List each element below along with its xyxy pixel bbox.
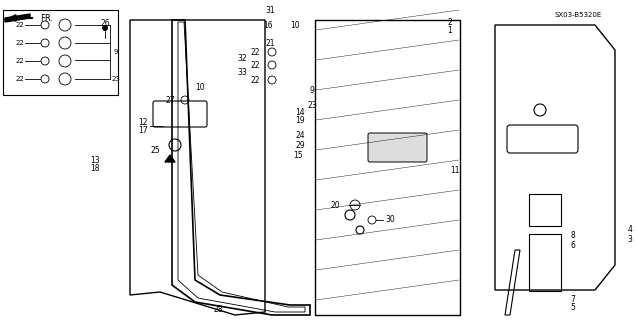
Text: 13: 13 bbox=[90, 156, 100, 164]
Text: SX03-B5320E: SX03-B5320E bbox=[555, 12, 602, 18]
Text: 24: 24 bbox=[295, 131, 305, 140]
Text: 26: 26 bbox=[100, 19, 110, 28]
Text: 5: 5 bbox=[571, 303, 575, 313]
Polygon shape bbox=[5, 14, 30, 22]
Text: 22: 22 bbox=[250, 60, 260, 69]
Text: 32: 32 bbox=[237, 53, 247, 62]
Text: 16: 16 bbox=[263, 20, 273, 29]
Text: 11: 11 bbox=[450, 165, 460, 174]
Text: 1: 1 bbox=[448, 26, 452, 35]
Bar bbox=[3, 10, 118, 95]
Text: 22: 22 bbox=[16, 58, 24, 64]
Text: 22: 22 bbox=[16, 76, 24, 82]
Text: 27: 27 bbox=[166, 95, 175, 105]
Text: 6: 6 bbox=[571, 241, 575, 250]
Text: 10: 10 bbox=[195, 83, 205, 92]
Text: 29: 29 bbox=[295, 140, 305, 149]
Text: 17: 17 bbox=[138, 125, 148, 134]
Text: 21: 21 bbox=[265, 38, 275, 47]
Text: 9: 9 bbox=[114, 49, 118, 55]
Text: 28: 28 bbox=[213, 306, 223, 315]
Text: 14: 14 bbox=[295, 108, 305, 116]
Text: 33: 33 bbox=[237, 68, 247, 76]
Circle shape bbox=[102, 25, 108, 31]
Text: 8: 8 bbox=[571, 230, 575, 239]
Text: 4: 4 bbox=[627, 226, 633, 235]
Text: 25: 25 bbox=[150, 146, 160, 155]
Text: 2: 2 bbox=[448, 18, 452, 27]
Text: 22: 22 bbox=[250, 76, 260, 84]
Text: 30: 30 bbox=[385, 215, 395, 225]
Text: 23: 23 bbox=[111, 76, 120, 82]
FancyBboxPatch shape bbox=[368, 133, 427, 162]
Text: 19: 19 bbox=[295, 116, 305, 124]
Text: 3: 3 bbox=[627, 236, 633, 244]
Text: 10: 10 bbox=[290, 20, 300, 29]
Text: 20: 20 bbox=[331, 201, 340, 210]
Text: 7: 7 bbox=[571, 295, 575, 305]
Text: 23: 23 bbox=[307, 100, 317, 109]
Text: 18: 18 bbox=[90, 164, 100, 172]
Text: 9: 9 bbox=[310, 85, 315, 94]
Text: 22: 22 bbox=[250, 47, 260, 57]
Text: 31: 31 bbox=[265, 5, 275, 14]
Text: 22: 22 bbox=[16, 40, 24, 46]
Text: FR.: FR. bbox=[40, 13, 53, 22]
Text: 12: 12 bbox=[138, 117, 148, 126]
Text: 15: 15 bbox=[293, 150, 303, 159]
Polygon shape bbox=[165, 155, 175, 162]
Text: 22: 22 bbox=[16, 22, 24, 28]
